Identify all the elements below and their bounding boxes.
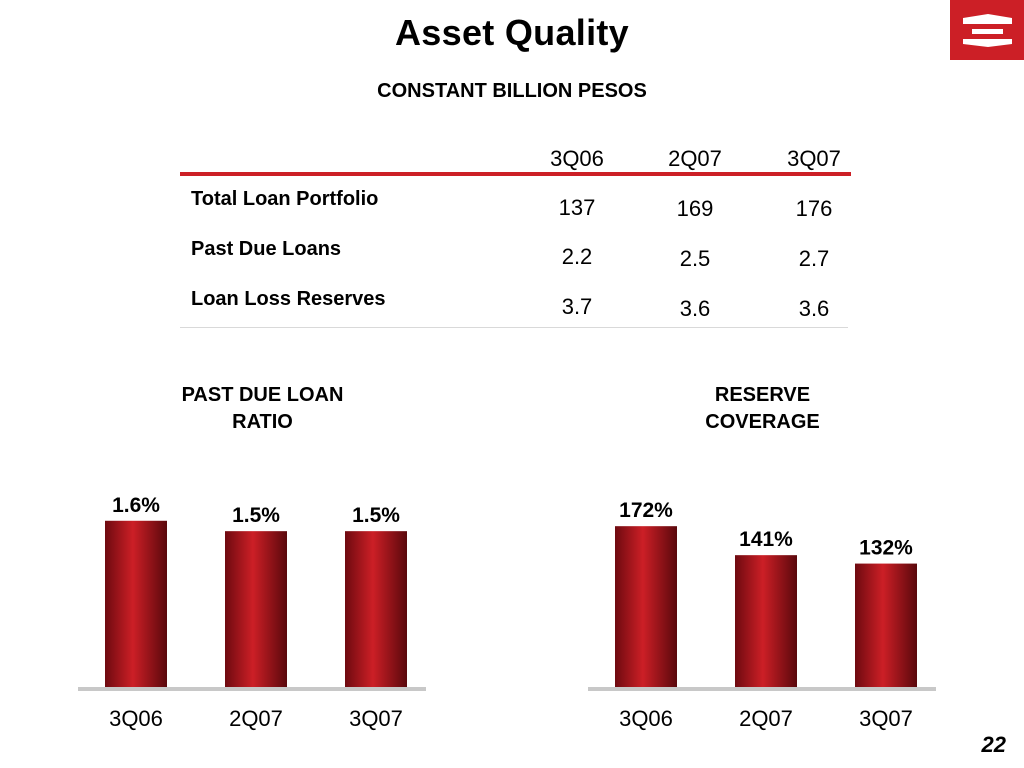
table-cell: 137 bbox=[558, 195, 596, 220]
table-header-divider bbox=[180, 172, 851, 176]
table-column-header: 3Q07 bbox=[787, 146, 841, 171]
category-tick-label: 3Q06 bbox=[619, 706, 673, 731]
banorte-logo-icon bbox=[950, 0, 1024, 60]
data-label: 1.5% bbox=[232, 504, 280, 527]
data-label: 141% bbox=[739, 528, 793, 551]
bar-2q07 bbox=[225, 531, 287, 687]
category-tick-label: 3Q07 bbox=[859, 706, 913, 731]
reserve-coverage-chart: 172% 3Q06 141% 2Q07 132% 3Q07 bbox=[588, 499, 936, 731]
table-cell: 3.6 bbox=[798, 296, 830, 321]
past-due-ratio-chart: 1.6% 3Q06 1.5% 2Q07 1.5% 3Q07 bbox=[78, 494, 426, 731]
table-cell: 2.7 bbox=[798, 246, 830, 271]
data-label: 132% bbox=[859, 537, 913, 560]
table-row-label: Total Loan Portfolio bbox=[191, 188, 379, 210]
table-cell: 176 bbox=[795, 196, 833, 221]
table-bottom-divider bbox=[180, 327, 848, 328]
data-label: 172% bbox=[619, 499, 673, 522]
category-tick-label: 3Q07 bbox=[349, 706, 403, 731]
page-title: Asset Quality bbox=[395, 12, 629, 53]
table-cell: 3.6 bbox=[679, 296, 711, 321]
past-due-ratio-chart-title: PAST DUE LOAN RATIO bbox=[181, 384, 344, 433]
page-number: 22 bbox=[981, 732, 1006, 757]
category-tick-label: 2Q07 bbox=[229, 706, 283, 731]
bar-2q07 bbox=[735, 555, 797, 687]
table-column-header: 2Q07 bbox=[668, 146, 722, 171]
table-cell: 2.2 bbox=[561, 244, 593, 269]
table-row-label: Loan Loss Reserves bbox=[191, 288, 386, 310]
category-tick-label: 3Q06 bbox=[109, 706, 163, 731]
table-row-label: Past Due Loans bbox=[191, 238, 342, 260]
data-label: 1.5% bbox=[352, 504, 400, 527]
data-label: 1.6% bbox=[112, 494, 160, 517]
table-column-header: 3Q06 bbox=[550, 146, 604, 171]
category-tick-label: 2Q07 bbox=[739, 706, 793, 731]
reserve-coverage-chart-title: RESERVE COVERAGE bbox=[705, 384, 820, 433]
table-cell: 169 bbox=[676, 196, 714, 221]
page-subtitle: CONSTANT BILLION PESOS bbox=[377, 80, 647, 102]
bar-3q07 bbox=[345, 531, 407, 687]
bar-3q06 bbox=[615, 526, 677, 687]
table-cell: 3.7 bbox=[561, 294, 593, 319]
table-cell: 2.5 bbox=[679, 246, 711, 271]
bar-3q07 bbox=[855, 563, 917, 687]
bar-3q06 bbox=[105, 520, 167, 687]
